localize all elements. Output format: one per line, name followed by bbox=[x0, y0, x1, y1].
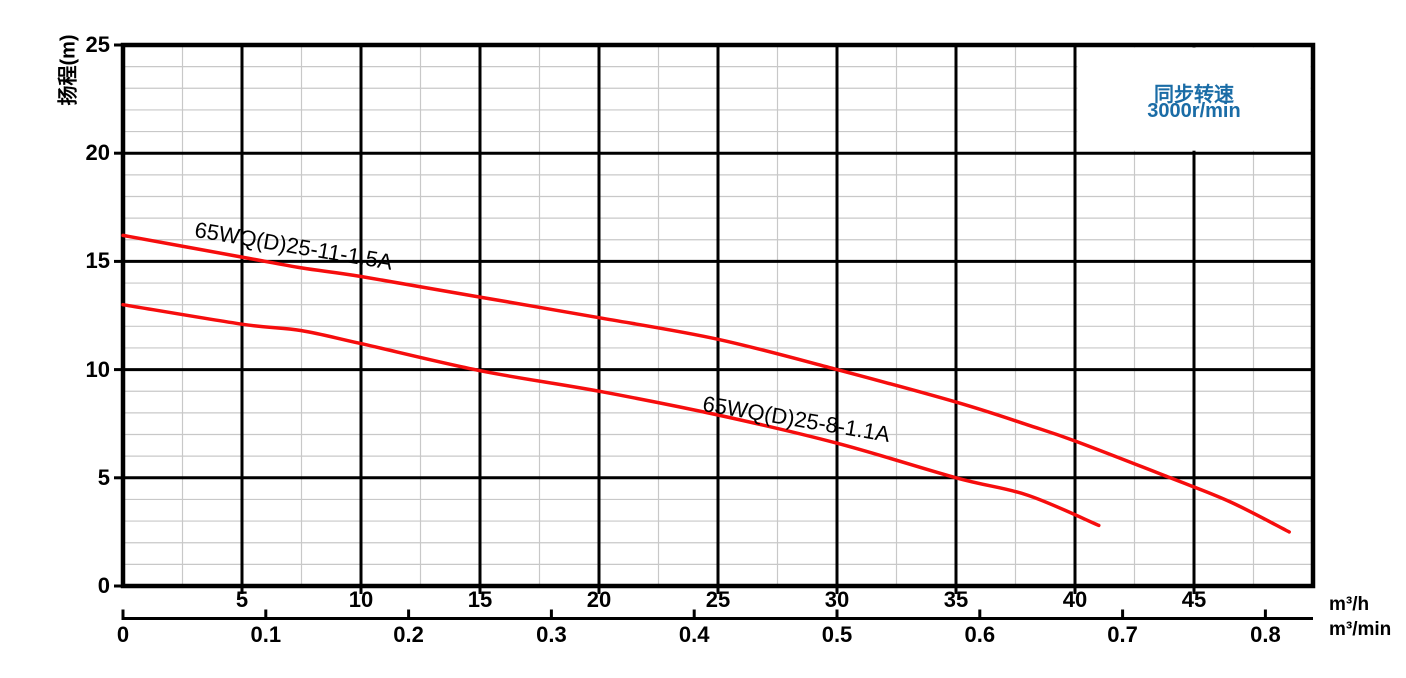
x-tick-label-m3h: 10 bbox=[348, 587, 374, 612]
y-tick-label: 20 bbox=[85, 140, 110, 166]
y-tick-label: 15 bbox=[85, 248, 110, 274]
x-tick-label-m3min: 0.4 bbox=[678, 622, 710, 647]
x-tick-label-m3h: 25 bbox=[705, 587, 731, 612]
x-tick-label-m3h: 30 bbox=[824, 587, 850, 612]
x-tick-label-m3h: 5 bbox=[235, 587, 249, 612]
x-tick-label-m3h: 45 bbox=[1181, 587, 1207, 612]
pump-curve-0 bbox=[121, 233, 1291, 534]
x-tick-label-m3h: 15 bbox=[467, 587, 493, 612]
y-tick-label: 5 bbox=[97, 464, 110, 490]
x-tick-label-m3min: 0.5 bbox=[821, 622, 853, 647]
x-axis-unit-min-label: m³/min bbox=[1329, 619, 1392, 640]
x-tick-label-m3min: 0.6 bbox=[964, 622, 996, 647]
x-tick-label-m3min: 0 bbox=[116, 622, 130, 647]
x-tick-label-m3min: 0.7 bbox=[1107, 622, 1138, 647]
x-tick-label-m3min: 0.8 bbox=[1250, 622, 1281, 647]
pump-curve-1 bbox=[121, 302, 1101, 528]
y-tick-label: 0 bbox=[97, 573, 110, 598]
y-tick-label: 10 bbox=[85, 356, 110, 382]
x-tick-label-m3h: 35 bbox=[943, 587, 969, 612]
x-tick-label-m3min: 0.2 bbox=[393, 622, 424, 647]
x-tick-label-m3min: 0.3 bbox=[536, 622, 567, 647]
x-tick-label-m3h: 40 bbox=[1062, 587, 1088, 612]
legend-speed-title: 同步转速 bbox=[1154, 84, 1234, 106]
legend-speed-value: 3000r/min bbox=[1147, 100, 1241, 122]
x-tick-label-m3h: 20 bbox=[586, 587, 612, 612]
x-axis-unit-h-label: m³/h bbox=[1329, 594, 1370, 615]
legend-box bbox=[1077, 47, 1311, 151]
x-tick-label-m3min: 0.1 bbox=[250, 622, 282, 647]
y-tick-label: 25 bbox=[85, 32, 110, 57]
